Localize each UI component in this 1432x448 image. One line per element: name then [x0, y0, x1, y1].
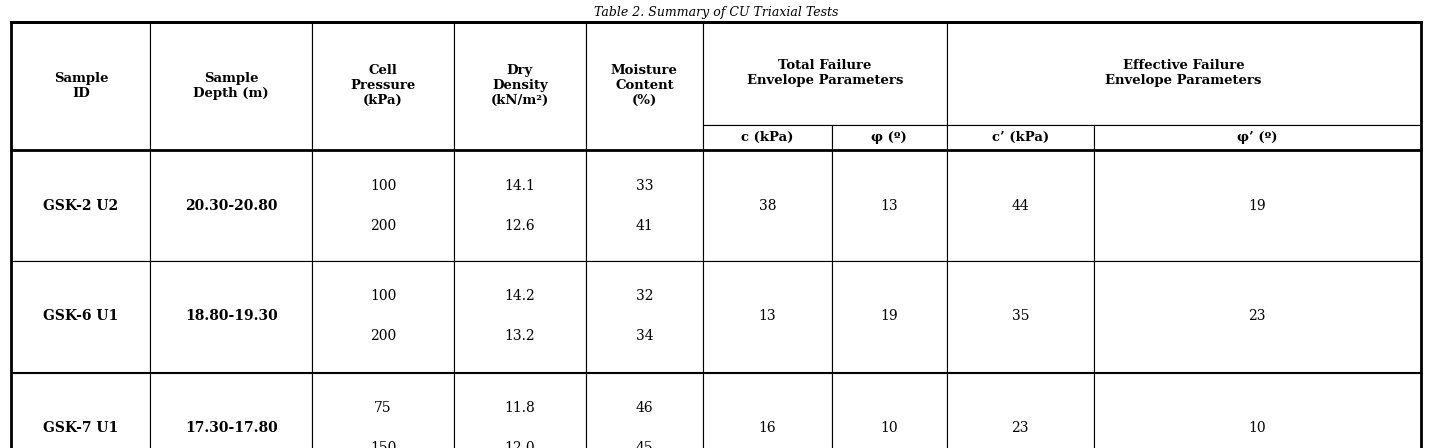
- Text: GSK-7 U1: GSK-7 U1: [43, 421, 119, 435]
- Text: 32: 32: [636, 289, 653, 303]
- Bar: [11, 22, 150, 150]
- Bar: [832, 150, 947, 261]
- Text: Sample
Depth (m): Sample Depth (m): [193, 72, 269, 100]
- Bar: [454, 261, 586, 372]
- Text: Table 2. Summary of CU Triaxial Tests: Table 2. Summary of CU Triaxial Tests: [594, 6, 838, 19]
- Bar: [703, 125, 832, 150]
- Bar: [312, 373, 454, 448]
- Bar: [11, 150, 150, 261]
- Text: 100: 100: [369, 179, 397, 193]
- Text: Sample
ID: Sample ID: [53, 72, 109, 100]
- Bar: [150, 261, 312, 372]
- Bar: [832, 373, 947, 448]
- Bar: [703, 261, 832, 372]
- Text: 18.80-19.30: 18.80-19.30: [185, 309, 278, 323]
- Text: 14.2: 14.2: [504, 289, 536, 303]
- Bar: [454, 22, 586, 150]
- Text: c’ (kPa): c’ (kPa): [992, 131, 1048, 144]
- Bar: [1094, 150, 1421, 261]
- Text: 45: 45: [636, 441, 653, 448]
- Text: 12.6: 12.6: [504, 219, 536, 233]
- Bar: [11, 261, 150, 372]
- Text: 10: 10: [1249, 421, 1266, 435]
- Text: φ’ (º): φ’ (º): [1237, 131, 1277, 144]
- Bar: [312, 22, 454, 150]
- Text: c (kPa): c (kPa): [742, 131, 793, 144]
- Text: 12.0: 12.0: [504, 441, 536, 448]
- Text: 17.30-17.80: 17.30-17.80: [185, 421, 278, 435]
- Text: 23: 23: [1249, 309, 1266, 323]
- Bar: [312, 261, 454, 372]
- Text: 10: 10: [881, 421, 898, 435]
- Text: 200: 200: [369, 219, 397, 233]
- Text: 20.30-20.80: 20.30-20.80: [185, 198, 278, 213]
- Text: 13: 13: [881, 198, 898, 213]
- Text: φ (º): φ (º): [872, 131, 906, 144]
- Bar: [947, 150, 1094, 261]
- Text: 38: 38: [759, 198, 776, 213]
- Bar: [150, 373, 312, 448]
- Text: Total Failure
Envelope Parameters: Total Failure Envelope Parameters: [746, 60, 904, 87]
- Text: Dry
Density
(kN/m²): Dry Density (kN/m²): [491, 65, 548, 107]
- Bar: [947, 125, 1094, 150]
- Bar: [586, 373, 703, 448]
- Text: 19: 19: [881, 309, 898, 323]
- Text: 41: 41: [636, 219, 653, 233]
- Text: Moisture
Content
(%): Moisture Content (%): [611, 65, 677, 107]
- Bar: [1094, 125, 1421, 150]
- Text: 13.2: 13.2: [504, 329, 536, 343]
- Text: 33: 33: [636, 179, 653, 193]
- Text: 23: 23: [1011, 421, 1030, 435]
- Text: 46: 46: [636, 401, 653, 415]
- Text: 13: 13: [759, 309, 776, 323]
- Bar: [586, 22, 703, 150]
- Text: Effective Failure
Envelope Parameters: Effective Failure Envelope Parameters: [1106, 60, 1262, 87]
- Text: 19: 19: [1249, 198, 1266, 213]
- Text: 14.1: 14.1: [504, 179, 536, 193]
- Bar: [312, 150, 454, 261]
- Text: 75: 75: [374, 401, 392, 415]
- Bar: [454, 373, 586, 448]
- Bar: [703, 373, 832, 448]
- Bar: [150, 22, 312, 150]
- Bar: [947, 22, 1421, 125]
- Bar: [1094, 261, 1421, 372]
- Bar: [947, 373, 1094, 448]
- Text: 44: 44: [1011, 198, 1030, 213]
- Text: 34: 34: [636, 329, 653, 343]
- Text: 16: 16: [759, 421, 776, 435]
- Bar: [703, 150, 832, 261]
- Bar: [454, 150, 586, 261]
- Bar: [11, 373, 150, 448]
- Text: Cell
Pressure
(kPa): Cell Pressure (kPa): [351, 65, 415, 107]
- Text: 150: 150: [369, 441, 397, 448]
- Text: 11.8: 11.8: [504, 401, 536, 415]
- Text: GSK-6 U1: GSK-6 U1: [43, 309, 119, 323]
- Text: GSK-2 U2: GSK-2 U2: [43, 198, 119, 213]
- Bar: [586, 261, 703, 372]
- Bar: [703, 22, 947, 125]
- Text: 100: 100: [369, 289, 397, 303]
- Text: 200: 200: [369, 329, 397, 343]
- Bar: [832, 261, 947, 372]
- Bar: [150, 150, 312, 261]
- Bar: [832, 125, 947, 150]
- Bar: [1094, 373, 1421, 448]
- Bar: [947, 261, 1094, 372]
- Bar: [586, 150, 703, 261]
- Text: 35: 35: [1011, 309, 1030, 323]
